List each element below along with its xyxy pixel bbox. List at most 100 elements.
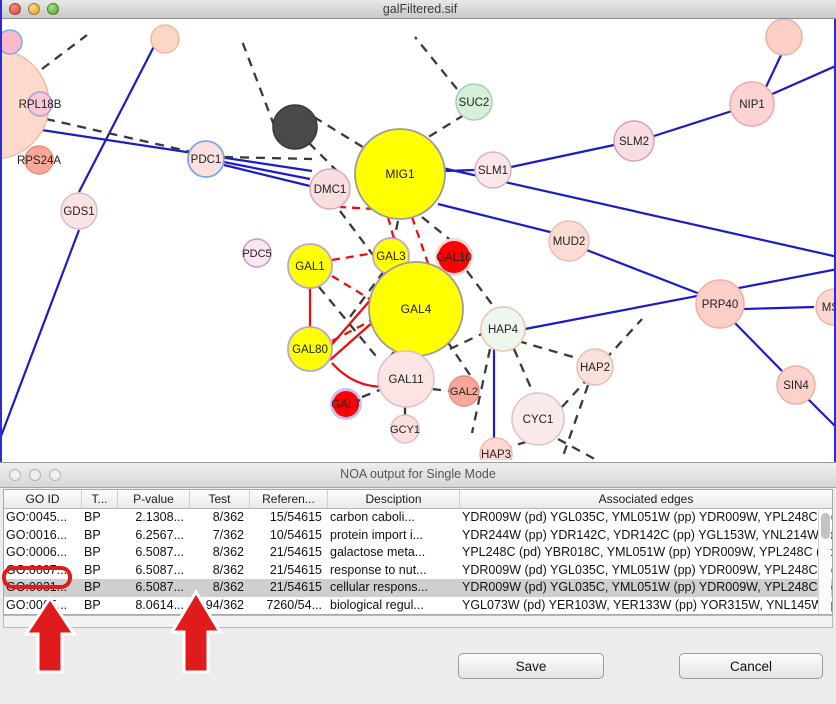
network-view-window: galFiltered.sif — [0, 0, 836, 462]
cell-type: BP — [84, 597, 101, 612]
column-header-description[interactable]: Desciption — [328, 490, 460, 508]
table-row[interactable]: GO:0007... BP 6.5087... 8/362 21/54615 respon… — [4, 562, 832, 580]
noa-minimize-button-icon[interactable] — [29, 469, 41, 481]
table-body[interactable]: GO:0045... BP 2.1308... 8/362 15/54615 carbon… — [4, 509, 832, 615]
table-row[interactable]: GO:0006... BP 6.5087... 8/362 21/54615 galact… — [4, 544, 832, 562]
node-GDS1[interactable]: GDS1 — [60, 192, 98, 230]
node-unlabeled-topright[interactable] — [765, 19, 803, 56]
node-unlabeled-topleft[interactable] — [2, 29, 23, 55]
node-SIN4[interactable]: SIN4 — [776, 365, 816, 405]
noa-results-table[interactable]: GO ID T... P-value Test Referen... Desciption… — [3, 489, 833, 615]
node-unlabeled-top[interactable] — [150, 24, 180, 54]
cell-test: 8/362 — [212, 562, 244, 577]
node-PDC5[interactable]: PDC5 — [242, 238, 272, 268]
cell-pvalue: 6.5087... — [135, 545, 184, 559]
cell-edges: YDR009W (pd) YGL035C, YML051W (pp) YDR00… — [462, 562, 832, 577]
node-GAL7[interactable]: GAL7 — [330, 388, 362, 420]
network-nodes[interactable]: RPL18B RPS24A GDS1 PDC1 — [2, 19, 834, 460]
node-label: GAL1 — [295, 261, 324, 273]
cell-reference: 10/54615 — [269, 527, 322, 542]
table-vertical-scroll-thumb[interactable] — [821, 513, 830, 539]
column-header-edges[interactable]: Associated edges — [598, 492, 694, 506]
node-HAP3[interactable]: HAP3 — [479, 437, 513, 460]
node-SLM2[interactable]: SLM2 — [613, 120, 655, 162]
node-HAP4[interactable]: HAP4 — [480, 306, 526, 352]
cell-reference: 21/54615 — [269, 580, 322, 594]
node-GAL4[interactable]: GAL4 — [368, 261, 464, 357]
noa-close-button-icon[interactable] — [9, 469, 21, 481]
column-header-pvalue[interactable]: P-value — [118, 490, 190, 508]
node-label: SLM2 — [619, 136, 649, 148]
noa-zoom-button-icon[interactable] — [49, 469, 61, 481]
cell-test: 8/362 — [212, 580, 244, 594]
table-header-row[interactable]: GO ID T... P-value Test Referen... Desciption… — [4, 490, 832, 509]
cell-edges: YDR244W (pp) YDR142C, YDR142C (pp) YGL15… — [462, 527, 832, 542]
table-row[interactable]: GO:0065... BP 8.0614... 94/362 7260/54... bio… — [4, 597, 832, 615]
close-button-icon[interactable] — [9, 3, 21, 15]
zoom-button-icon[interactable] — [47, 3, 59, 15]
window-title: galFiltered.sif — [382, 2, 458, 16]
cell-go_id: GO:0006... — [6, 545, 68, 559]
cell-go_id: GO:0065... — [6, 597, 68, 612]
column-header-test[interactable]: Test — [190, 490, 250, 508]
column-header-reference[interactable]: Referen... — [250, 490, 328, 508]
cancel-button[interactable]: Cancel — [679, 653, 823, 679]
node-MSI[interactable]: MSI — [815, 288, 834, 326]
cell-test: 8/362 — [212, 510, 244, 524]
dialog-button-row: Save Cancel — [0, 653, 836, 687]
node-label: GAL80 — [292, 344, 328, 356]
node-PRP40[interactable]: PRP40 — [695, 279, 745, 329]
node-GAL11[interactable]: GAL11 — [377, 350, 435, 408]
node-CYC1[interactable]: CYC1 — [511, 392, 565, 446]
cell-pvalue: 6.5087... — [135, 562, 184, 577]
cell-type: BP — [84, 527, 101, 542]
table-horizontal-scrollbar[interactable] — [3, 615, 833, 628]
node-label: GAL2 — [450, 386, 478, 398]
node-RPL18B[interactable]: RPL18B — [19, 91, 62, 117]
node-GAL80[interactable]: GAL80 — [287, 326, 333, 372]
column-header-type[interactable]: T... — [82, 490, 118, 508]
table-row[interactable]: GO:0045... BP 2.1308... 8/362 15/54615 carbon… — [4, 509, 832, 527]
noa-traffic-lights[interactable] — [9, 469, 61, 481]
network-graph[interactable]: RPL18B RPS24A GDS1 PDC1 — [2, 19, 834, 460]
cell-type: BP — [84, 510, 101, 524]
node-NIP1[interactable]: NIP1 — [729, 81, 775, 127]
node-label: GAL7 — [331, 399, 360, 411]
node-MIG1[interactable]: MIG1 — [354, 128, 446, 220]
node-GAL2[interactable]: GAL2 — [448, 375, 480, 407]
cell-edges: YDR009W (pd) YGL035C, YML051W (pp) YDR00… — [462, 510, 832, 524]
cell-description: galactose meta... — [330, 545, 426, 559]
node-unlabeled-dark[interactable] — [272, 104, 318, 150]
node-GCY1[interactable]: GCY1 — [390, 414, 420, 444]
node-PDC1[interactable]: PDC1 — [187, 140, 225, 178]
cell-type: BP — [84, 562, 101, 577]
table-row[interactable]: GO:0016... BP 6.2567... 7/362 10/54615 protei… — [4, 527, 832, 545]
node-SUC2[interactable]: SUC2 — [455, 83, 493, 121]
cell-pvalue: 6.5087... — [135, 580, 184, 594]
window-traffic-lights[interactable] — [9, 3, 59, 15]
node-MUD2[interactable]: MUD2 — [548, 220, 590, 262]
save-button[interactable]: Save — [458, 653, 604, 679]
node-DMC1[interactable]: DMC1 — [309, 168, 351, 210]
noa-output-panel: NOA output for Single Mode GO ID T... P-va… — [0, 462, 836, 704]
cell-reference: 15/54615 — [269, 510, 322, 524]
node-GAL10[interactable]: GAL10 — [435, 238, 473, 276]
node-HAP2[interactable]: HAP2 — [576, 348, 614, 386]
cell-go_id: GO:0007... — [6, 562, 68, 577]
cell-description: biological regul... — [330, 597, 424, 612]
cell-description: cellular respons... — [330, 580, 428, 594]
node-label: HAP4 — [488, 324, 519, 336]
node-RPS24A[interactable]: RPS24A — [17, 145, 61, 175]
node-SLM1[interactable]: SLM1 — [474, 151, 512, 189]
cell-test: 7/362 — [212, 527, 244, 542]
window-titlebar: galFiltered.sif — [2, 0, 836, 19]
node-GAL1[interactable]: GAL1 — [287, 243, 333, 289]
network-canvas[interactable]: RPL18B RPS24A GDS1 PDC1 — [2, 19, 834, 460]
node-label: SIN4 — [783, 380, 809, 392]
node-label: RPL18B — [19, 99, 62, 111]
cell-edges: YDR009W (pd) YGL035C, YML051W (pp) YDR00… — [462, 580, 832, 594]
minimize-button-icon[interactable] — [28, 3, 40, 15]
table-vertical-scrollbar[interactable] — [818, 510, 831, 614]
table-row[interactable]: GO:0031... BP 6.5087... 8/362 21/54615 cellul… — [4, 579, 832, 597]
column-header-go_id[interactable]: GO ID — [4, 490, 82, 508]
